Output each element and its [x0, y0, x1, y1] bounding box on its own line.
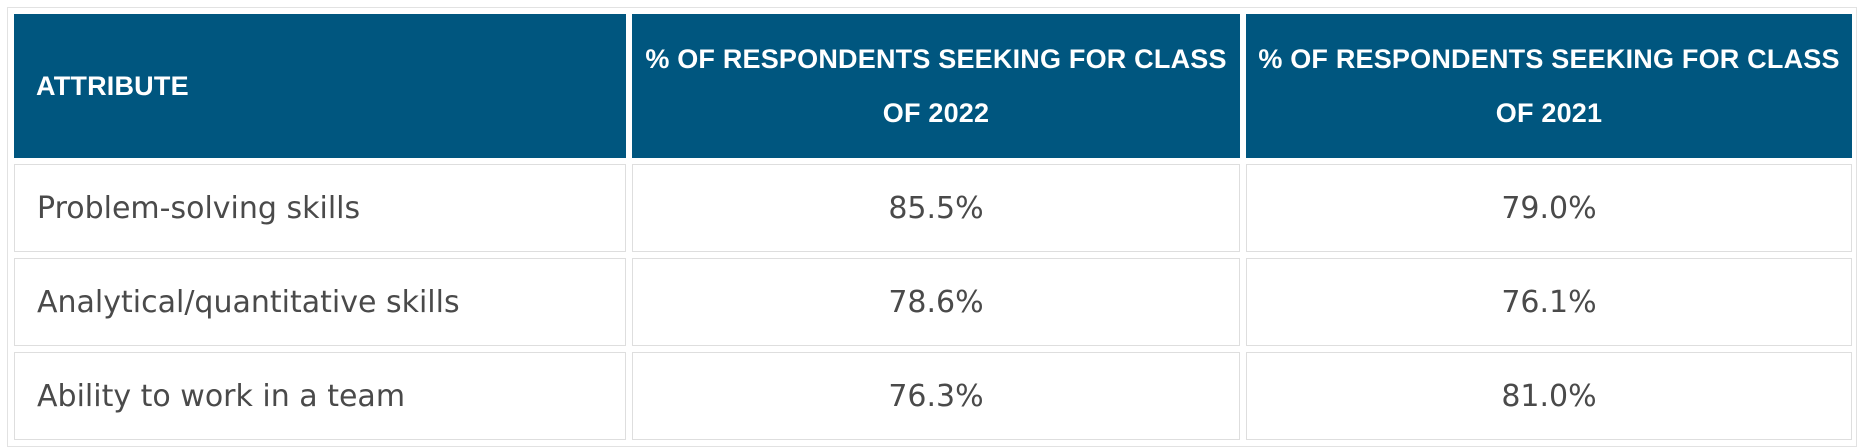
attribute-cell: Ability to work in a team	[14, 352, 626, 440]
class-2022-cell: 78.6%	[632, 258, 1240, 346]
class-2022-cell: 85.5%	[632, 164, 1240, 252]
attribute-cell: Problem-solving skills	[14, 164, 626, 252]
class-2021-cell: 79.0%	[1246, 164, 1852, 252]
header-attribute: ATTRIBUTE	[14, 14, 626, 158]
header-row: ATTRIBUTE % OF RESPONDENTS SEEKING FOR C…	[14, 14, 1852, 158]
table-body: Problem-solving skills 85.5% 79.0% Analy…	[14, 164, 1852, 440]
class-2021-cell: 81.0%	[1246, 352, 1852, 440]
class-2022-cell: 76.3%	[632, 352, 1240, 440]
attributes-table-container: ATTRIBUTE % OF RESPONDENTS SEEKING FOR C…	[7, 7, 1857, 447]
attribute-cell: Analytical/quantitative skills	[14, 258, 626, 346]
table-row: Problem-solving skills 85.5% 79.0%	[14, 164, 1852, 252]
table-row: Ability to work in a team 76.3% 81.0%	[14, 352, 1852, 440]
class-2021-cell: 76.1%	[1246, 258, 1852, 346]
attributes-table: ATTRIBUTE % OF RESPONDENTS SEEKING FOR C…	[8, 8, 1858, 446]
header-class-2021: % OF RESPONDENTS SEEKING FOR CLASS OF 20…	[1246, 14, 1852, 158]
table-row: Analytical/quantitative skills 78.6% 76.…	[14, 258, 1852, 346]
table-header: ATTRIBUTE % OF RESPONDENTS SEEKING FOR C…	[14, 14, 1852, 158]
header-class-2022: % OF RESPONDENTS SEEKING FOR CLASS OF 20…	[632, 14, 1240, 158]
